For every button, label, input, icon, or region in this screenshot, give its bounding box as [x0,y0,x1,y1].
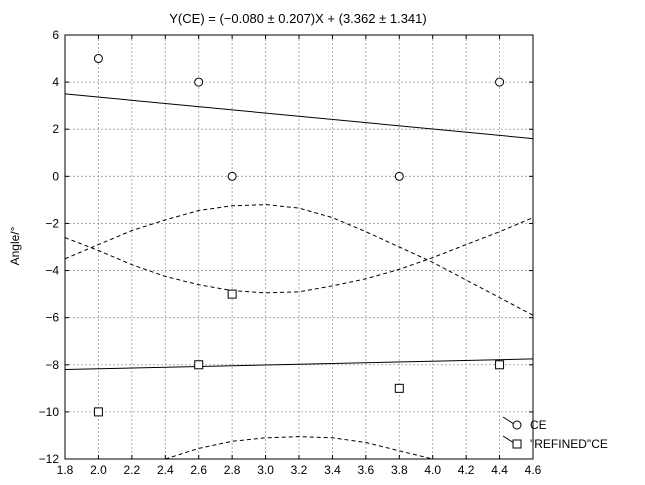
legend-refined-ce-marker [512,439,522,449]
x-tick-label: 4.2 [458,463,475,477]
x-axis-ticks: 1.8 2.0 2.2 2.4 2.6 2.8 3.0 3.2 3.4 3.6 3.8 4.0 4.2 4… [57,35,542,477]
x-tick-label: 2.0 [90,463,107,477]
fit-lines [64,93,534,370]
x-tick-label: 4.4 [491,463,508,477]
ce-point [227,171,237,181]
ce-point [394,171,404,181]
x-tick-label: 2.6 [190,463,207,477]
y-tick-label: 6 [52,28,59,42]
x-tick-label: 4.0 [424,463,441,477]
legend-refined-ce-label: "REFINED"CE [530,437,608,451]
data-points [93,54,505,417]
x-tick-label: 3.4 [324,463,341,477]
y-tick-label: −10 [39,405,60,419]
refined-ce-point [394,383,404,393]
y-tick-label: 0 [52,169,59,183]
y-tick-label: −8 [45,358,59,372]
x-tick-label: 3.8 [391,463,408,477]
confidence-bands [64,204,534,460]
x-tick-label: 2.2 [124,463,141,477]
x-tick-label: 2.4 [157,463,174,477]
x-tick-label: 3.6 [358,463,375,477]
legend: CE "REFINED"CE [502,416,608,451]
y-tick-label: 4 [52,75,59,89]
refined-ce-point [93,407,103,417]
chart-title: Y(CE) = (−0.080 ± 0.207)X + (3.362 ± 1.3… [169,11,426,26]
x-tick-label: 4.6 [525,463,542,477]
ce-point [194,77,204,87]
refined-ce-fit-line [64,358,534,370]
legend-ce-marker [512,420,522,430]
refined-ce-band-upper-line [165,436,433,460]
y-axis-ticks: −12 −10 −8 −6 −4 −2 0 2 4 6 [39,28,533,466]
y-tick-label: −4 [45,264,59,278]
grid [65,35,533,459]
refined-ce-point [194,360,204,370]
y-tick-label: −12 [39,452,60,466]
refined-ce-point [227,289,237,299]
x-tick-label: 1.8 [57,463,74,477]
legend-refined-ce-line [502,435,515,444]
x-tick-label: 3.0 [257,463,274,477]
ce-band-upper-line [64,204,534,316]
x-tick-label: 2.8 [224,463,241,477]
y-tick-label: −2 [45,216,59,230]
refined-ce-point [495,360,505,370]
y-tick-label: 2 [52,122,59,136]
ce-fit-line [64,93,534,140]
legend-ce-label: CE [530,418,547,432]
legend-ce-line [502,416,515,425]
y-tick-label: −6 [45,311,59,325]
y-axis-label: Angle/° [8,226,22,265]
ce-point [93,54,103,64]
x-tick-label: 3.2 [291,463,308,477]
ce-point [495,77,505,87]
